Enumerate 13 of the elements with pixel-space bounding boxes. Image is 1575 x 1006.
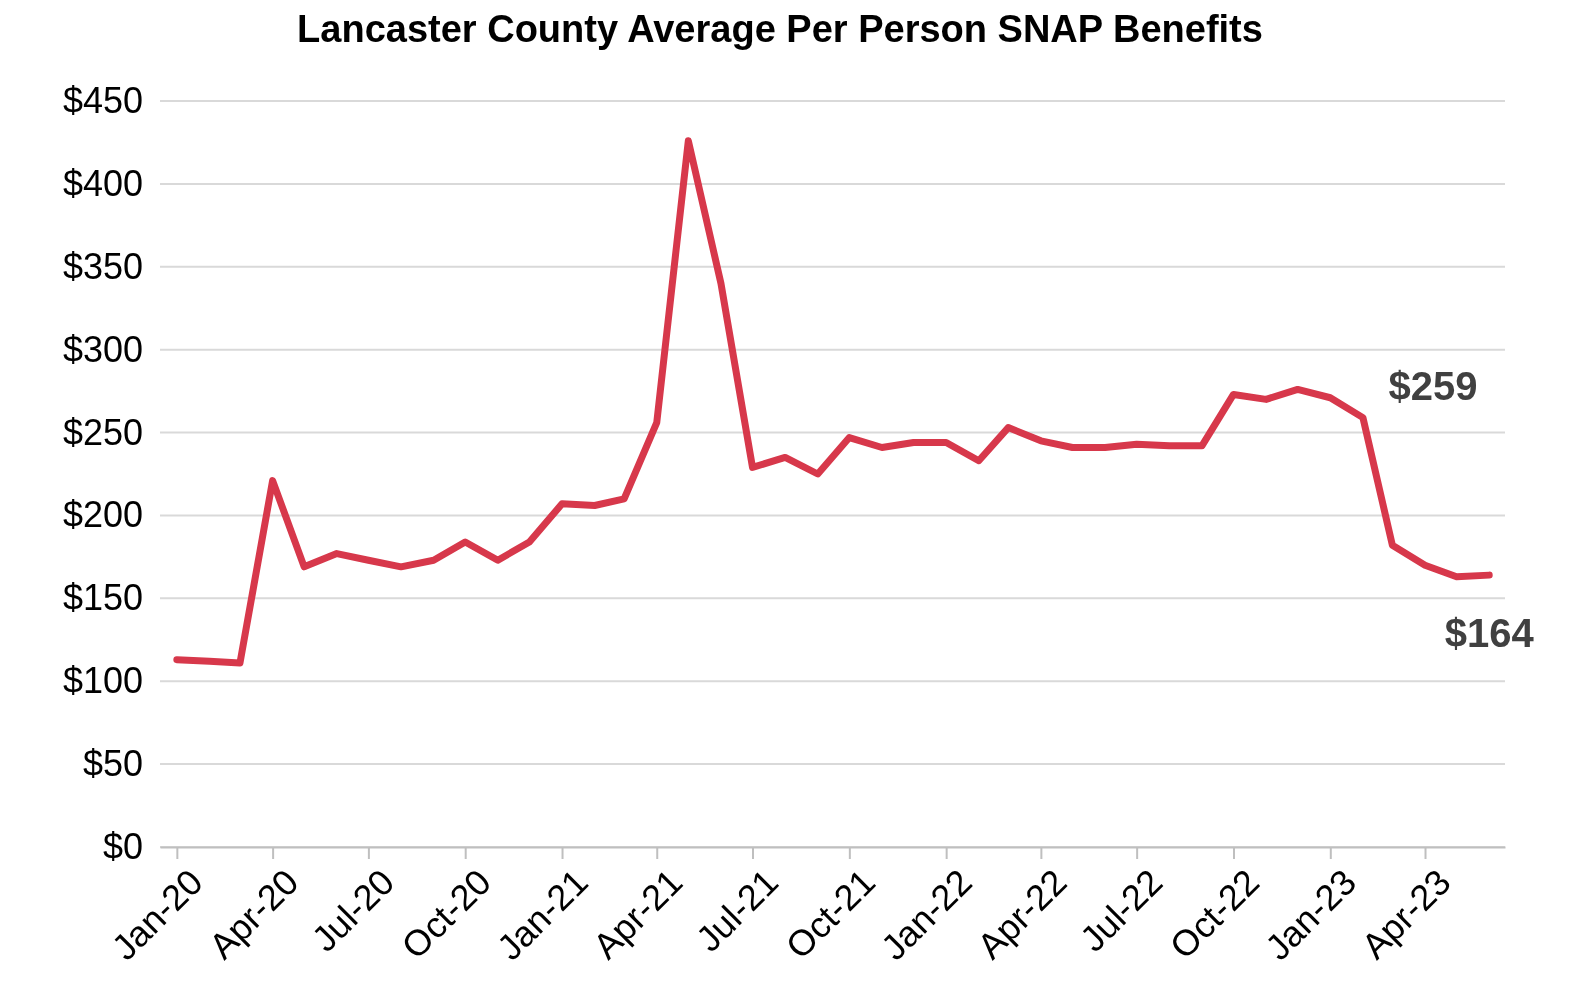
annotation: $259 [1388,363,1478,408]
y-tick-label: $250 [62,411,143,453]
y-tick-label: $350 [62,245,143,287]
y-tick-label: $300 [62,328,143,370]
y-tick-label: $150 [62,577,143,619]
y-tick-label: $50 [82,743,143,785]
y-tick-label: $100 [62,660,143,702]
chart-title: Lancaster County Average Per Person SNAP Benefits [297,8,1263,50]
y-tick-label: $450 [62,80,143,122]
y-tick-label: $200 [62,494,143,536]
y-tick-label: $0 [102,826,143,868]
annotation: $164 [1444,611,1535,656]
y-tick-label: $400 [62,162,143,204]
